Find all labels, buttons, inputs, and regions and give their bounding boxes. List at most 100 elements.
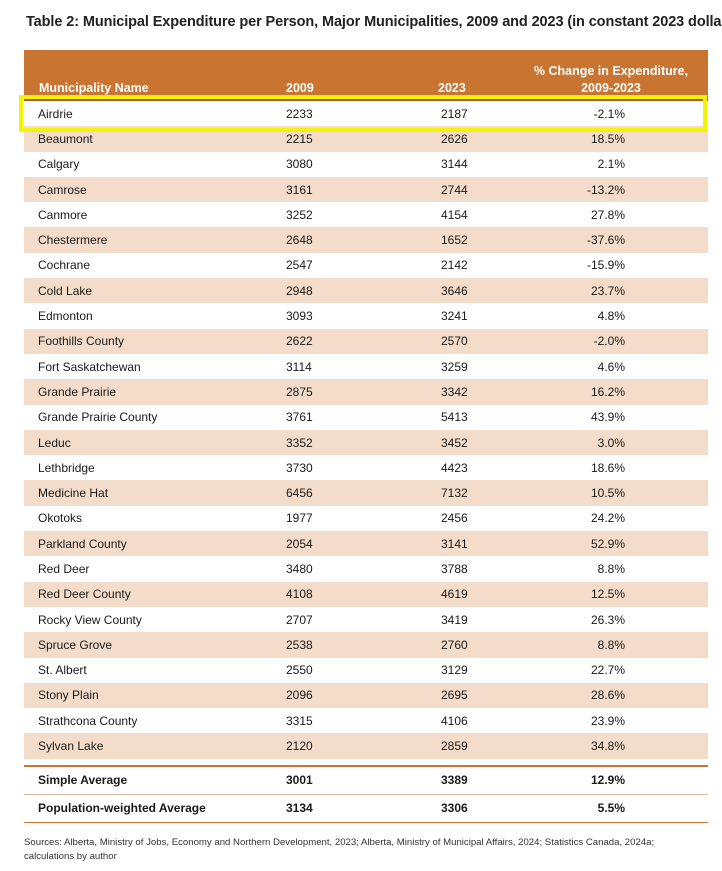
table-row: Red Deer 3480 3788 8.8% [24, 556, 708, 581]
cell-2023: 3452 [441, 435, 468, 450]
cell-municipality: Lethbridge [38, 460, 95, 475]
source-line: calculations by author [24, 851, 117, 862]
cell-change: -15.9% [586, 258, 625, 273]
cell-change: 22.7% [590, 663, 625, 678]
cell-change: 12.5% [590, 587, 625, 602]
cell-municipality: Beaumont [38, 131, 93, 146]
cell-2023: 2760 [441, 637, 468, 652]
cell-2009: 3352 [286, 435, 313, 450]
cell-2023: 2142 [441, 258, 468, 273]
table-row: Leduc 3352 3452 3.0% [24, 429, 708, 456]
cell-municipality: Sylvan Lake [38, 739, 104, 754]
cell-change: 10.5% [590, 486, 625, 501]
cell-municipality: Edmonton [38, 309, 93, 324]
cell-2023: 3144 [441, 157, 468, 172]
cell-municipality: St. Albert [38, 663, 87, 678]
cell-change: 18.5% [590, 131, 625, 146]
cell-2009: 2948 [286, 283, 313, 298]
table-row: Rocky View County 2707 3419 26.3% [24, 607, 708, 632]
cell-change: 8.8% [597, 637, 625, 652]
cell-municipality: Medicine Hat [38, 486, 109, 501]
cell-change: 23.7% [590, 283, 625, 298]
cell-2023: 2626 [441, 131, 468, 146]
cell-change: 23.9% [590, 713, 625, 728]
cell-municipality: Grande Prairie [38, 384, 117, 399]
cell-municipality: Okotoks [38, 511, 83, 526]
cell-2009: 3080 [286, 157, 313, 172]
table-row: Fort Saskatchewan 3114 3259 4.6% [24, 354, 708, 379]
cell-2009: 2120 [286, 739, 313, 754]
cell-change: -2.0% [593, 334, 625, 349]
cell-change: 34.8% [590, 739, 625, 754]
cell-2023: 3646 [441, 283, 468, 298]
table-row: Edmonton 3093 3241 4.8% [24, 303, 708, 328]
cell-change: 4.6% [597, 359, 625, 374]
cell-municipality: Camrose [38, 182, 87, 197]
table-row: Spruce Grove 2538 2760 8.8% [24, 632, 708, 658]
cell-2023: 3259 [441, 359, 468, 374]
cell-change: 18.6% [590, 460, 625, 475]
cell-2009: 3114 [286, 359, 312, 374]
cell-municipality: Chestermere [38, 233, 108, 248]
table-row: Chestermere 2648 1652 -37.6% [24, 227, 708, 253]
cell-2023: 3141 [441, 536, 468, 551]
cell-2009: 3730 [286, 460, 313, 475]
cell-2009: 2054 [286, 536, 313, 551]
column-header-change-line2: 2009-2023 [581, 81, 641, 95]
cell-municipality: Leduc [38, 435, 71, 450]
cell-2009: 2215 [286, 131, 313, 146]
cell-municipality: Parkland County [38, 536, 127, 551]
cell-2023: 2859 [441, 739, 468, 754]
cell-2023: 2456 [441, 511, 468, 526]
source-note: Sources: Alberta, Ministry of Jobs, Econ… [24, 836, 704, 864]
cell-2023: 4619 [441, 587, 468, 602]
cell-municipality: Fort Saskatchewan [38, 359, 141, 374]
cell-2009: 2550 [286, 663, 313, 678]
table-row: Camrose 3161 2744 -13.2% [24, 176, 708, 203]
table-summary: Simple Average 3001 3389 12.9% Population-we… [24, 767, 708, 823]
cell-2023: 3342 [441, 384, 468, 399]
cell-municipality: Simple Average [38, 773, 128, 788]
cell-change: 4.8% [597, 309, 625, 324]
table-row: Stony Plain 2096 2695 28.6% [24, 682, 708, 709]
cell-municipality: Canmore [38, 207, 88, 222]
table-row: Beaumont 2215 2626 18.5% [24, 126, 708, 152]
cell-2023: 4154 [441, 207, 468, 222]
table-row: Grande Prairie 2875 3342 16.2% [24, 379, 708, 405]
cell-municipality: Grande Prairie County [38, 410, 158, 425]
cell-change: -13.2% [586, 182, 625, 197]
cell-2023: 3241 [441, 309, 468, 324]
cell-2009: 3093 [286, 309, 313, 324]
table-row: Calgary 3080 3144 2.1% [24, 152, 708, 177]
cell-municipality: Red Deer County [38, 587, 131, 602]
cell-2023: 5413 [441, 410, 468, 425]
cell-2009: 2547 [286, 258, 313, 273]
cell-change: -2.1% [593, 106, 625, 121]
cell-change: 26.3% [590, 612, 625, 627]
cell-2009: 3761 [286, 410, 313, 425]
cell-change: 12.9% [590, 773, 625, 788]
table-row: Sylvan Lake 2120 2859 34.8% [24, 733, 708, 759]
cell-2009: 2096 [286, 688, 313, 703]
cell-2023: 2695 [441, 688, 468, 703]
cell-2023: 2570 [441, 334, 468, 349]
cell-2023: 3788 [441, 561, 468, 576]
cell-2009: 4108 [286, 587, 313, 602]
cell-2023: 3129 [441, 663, 468, 678]
cell-2023: 7132 [441, 486, 468, 501]
cell-2009: 3252 [286, 207, 313, 222]
cell-municipality: Foothills County [38, 334, 125, 349]
summary-row: Simple Average 3001 3389 12.9% [24, 767, 708, 795]
column-header-2023: 2023 [438, 81, 466, 95]
source-line: Sources: Alberta, Ministry of Jobs, Econ… [24, 837, 655, 848]
table-title: Table 2: Municipal Expenditure per Perso… [26, 14, 722, 30]
cell-change: 24.2% [590, 511, 625, 526]
cell-2023: 1652 [441, 233, 468, 248]
table-row: Cold Lake 2948 3646 23.7% [24, 278, 708, 304]
table-row: Foothills County 2622 2570 -2.0% [24, 328, 708, 354]
cell-2009: 6456 [286, 486, 313, 501]
cell-2009: 3134 [286, 801, 313, 816]
expenditure-table: Municipality Name 2009 2023 % Change in … [24, 50, 708, 823]
cell-2009: 2875 [286, 384, 313, 399]
cell-2009: 2648 [286, 233, 313, 248]
